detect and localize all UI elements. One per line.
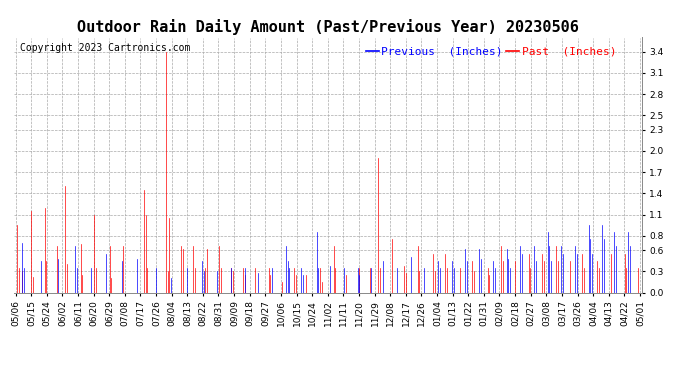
Legend: Previous  (Inches), Past  (Inches): Previous (Inches), Past (Inches) bbox=[364, 46, 618, 58]
Title: Outdoor Rain Daily Amount (Past/Previous Year) 20230506: Outdoor Rain Daily Amount (Past/Previous… bbox=[77, 19, 579, 35]
Text: Copyright 2023 Cartronics.com: Copyright 2023 Cartronics.com bbox=[20, 43, 190, 52]
